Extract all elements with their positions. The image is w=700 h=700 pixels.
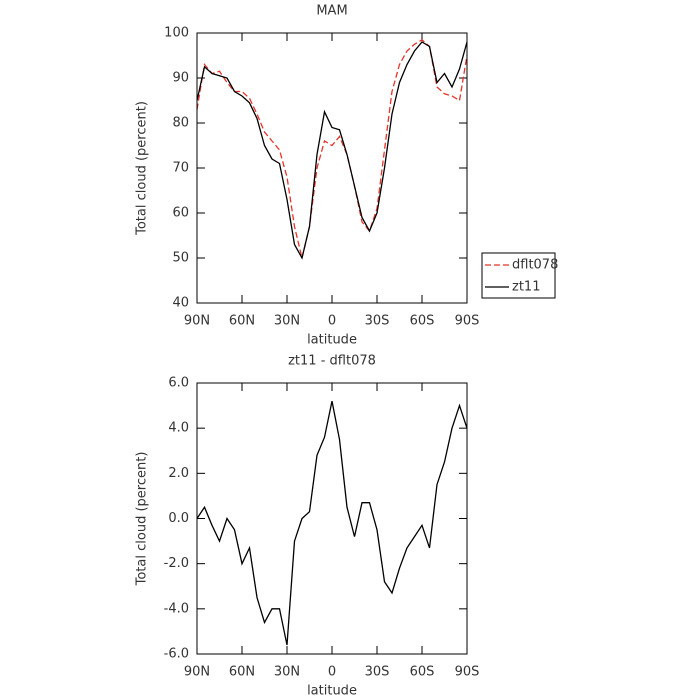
- y-tick-label: -4.0: [164, 601, 189, 616]
- x-tick-label: 90N: [184, 665, 210, 680]
- legend-box: [481, 252, 556, 299]
- x-tick-label: 30S: [365, 314, 390, 329]
- y-tick-label: 50: [172, 251, 189, 266]
- x-tick-label: 90N: [184, 314, 210, 329]
- x-tick-label: 30N: [274, 665, 300, 680]
- y-tick-label: 4.0: [168, 421, 189, 436]
- y-axis-label: Total cloud (percent): [135, 101, 150, 236]
- x-tick-label: 0: [328, 314, 336, 329]
- x-tick-label: 0: [328, 665, 336, 680]
- x-tick-label: 90S: [455, 314, 480, 329]
- y-tick-label: 6.0: [168, 376, 189, 391]
- y-tick-label: 80: [172, 116, 189, 131]
- legend-label: zt11: [512, 280, 540, 295]
- y-tick-label: 90: [172, 71, 189, 86]
- x-tick-label: 30N: [274, 314, 300, 329]
- y-tick-label: -2.0: [164, 556, 189, 571]
- x-tick-label: 60S: [410, 314, 435, 329]
- y-tick-label: 70: [172, 161, 189, 176]
- y-axis-label: Total cloud (percent): [135, 452, 150, 587]
- chart-title: MAM: [316, 4, 347, 19]
- data-line: [196, 38, 468, 259]
- plot-frame: [196, 32, 468, 304]
- data-line: [196, 400, 468, 646]
- x-tick-label: 60S: [410, 665, 435, 680]
- x-tick-label: 90S: [455, 665, 480, 680]
- x-axis-label: latitude: [307, 684, 357, 699]
- x-tick-label: 60N: [229, 314, 255, 329]
- x-tick-label: 60N: [229, 665, 255, 680]
- y-tick-label: 0.0: [168, 511, 189, 526]
- data-line: [196, 41, 468, 260]
- y-tick-label: 60: [172, 206, 189, 221]
- y-tick-label: -6.0: [164, 647, 189, 662]
- y-tick-label: 40: [172, 296, 189, 311]
- y-tick-label: 2.0: [168, 466, 189, 481]
- x-tick-label: 30S: [365, 665, 390, 680]
- legend-label: dflt078: [512, 258, 558, 273]
- plot-frame: [196, 382, 468, 655]
- x-axis-label: latitude: [307, 333, 357, 348]
- y-tick-label: 100: [164, 26, 189, 41]
- chart-title: zt11 - dflt078: [288, 354, 376, 369]
